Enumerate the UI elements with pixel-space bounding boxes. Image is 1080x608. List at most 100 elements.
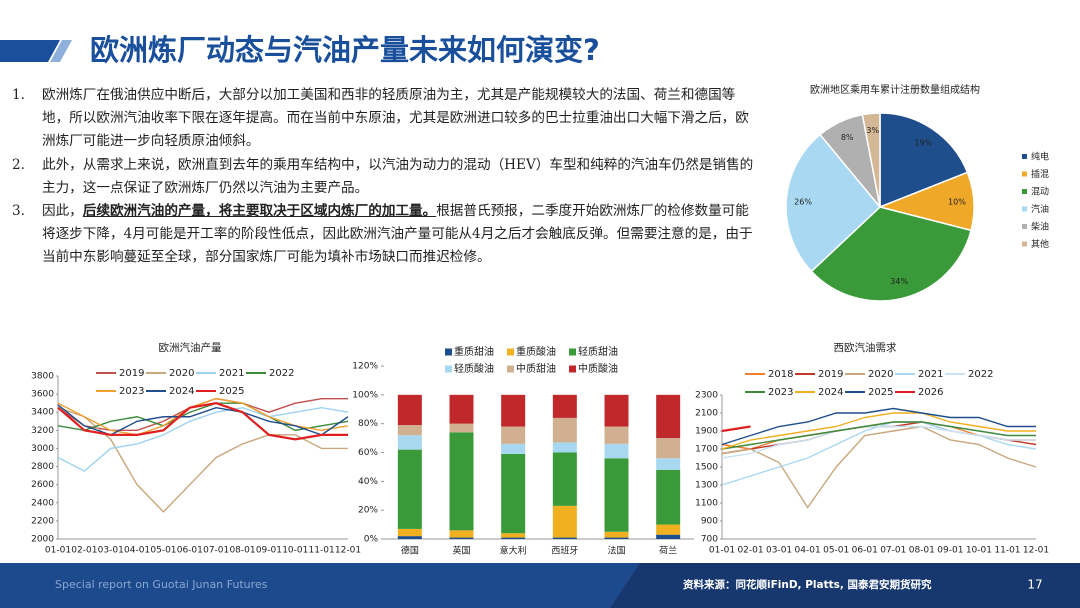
header-stripe	[0, 40, 60, 62]
x-tick-label: 01-01	[45, 546, 71, 556]
y-tick-label: 1700	[695, 445, 718, 455]
legend-swatch	[1022, 171, 1027, 177]
x-tick-label: 10-01	[966, 546, 992, 556]
bullet-item: 2. 此外，从需求上来说，欧洲直到去年的乘用车结构中，以汽油为动力的混动（HEV）…	[12, 154, 760, 200]
y-tick-label: 2100	[695, 409, 718, 419]
x-tick-label: 07-01	[203, 546, 229, 556]
y-tick-label: 120%	[352, 362, 378, 372]
x-tick-label: 03-01	[98, 546, 124, 556]
pie-slice	[810, 206, 972, 302]
y-tick-label: 2000	[31, 535, 54, 545]
text: 欧洲炼厂在俄油供应中断后，大部分以加工美国和西非的轻质原油为主，尤其是产能规模较…	[42, 87, 749, 150]
bullet-text: 欧洲炼厂在俄油供应中断后，大部分以加工美国和西非的轻质原油为主，尤其是产能规模较…	[42, 84, 760, 154]
bar-segment	[449, 530, 474, 538]
data-label: 26%	[794, 198, 812, 207]
bar-segment	[656, 394, 681, 439]
legend-label: 2022	[269, 368, 294, 379]
legend-label: 2019	[119, 368, 144, 379]
x-tick-label: 01-01	[709, 546, 735, 556]
y-tick-label: 40%	[358, 477, 378, 487]
text: 根据普氏预报，二季度开始欧洲炼厂的检修数量可能将逐步下降，4月可能是开工率的阶段…	[42, 203, 753, 266]
x-tick-label: 法国	[607, 545, 625, 557]
line-series	[721, 425, 1037, 509]
x-tick-label: 11-01	[994, 546, 1020, 556]
legend-swatch	[1022, 189, 1027, 194]
bar-segment	[397, 394, 422, 426]
legend-label: 2023	[119, 386, 144, 397]
legend-label: 汽油	[1031, 203, 1049, 215]
bar-segment	[449, 537, 474, 539]
x-tick-label: 06-01	[852, 546, 878, 556]
legend-label: 2018	[768, 369, 793, 380]
legend-label: 纯电	[1031, 151, 1049, 163]
bullet-item: 3. 因此，后续欧洲汽油的产量，将主要取决于区域内炼厂的加工量。根据普氏预报，二季…	[12, 200, 760, 270]
legend-swatch	[1022, 206, 1027, 212]
line-series	[721, 421, 1036, 450]
legend-label: 插混	[1031, 168, 1049, 180]
legend-swatch	[507, 348, 514, 356]
data-label: 10%	[948, 198, 966, 207]
x-tick-label: 西班牙	[551, 545, 578, 557]
bar-segment	[449, 394, 474, 424]
line-series	[721, 425, 751, 433]
bar-segment	[656, 458, 681, 470]
bar-segment	[604, 426, 629, 444]
x-tick-label: 荷兰	[659, 545, 677, 557]
bar-segment	[501, 453, 526, 534]
chart-title: 欧洲汽油产量	[159, 341, 222, 354]
bar-segment	[501, 394, 526, 427]
legend-label: 2021	[219, 368, 244, 379]
y-tick-label: 100%	[352, 390, 378, 400]
legend-label: 2021	[918, 369, 943, 380]
line-series	[721, 421, 1037, 486]
y-tick-label: 2200	[31, 516, 54, 526]
bar-segment	[656, 469, 681, 525]
legend-swatch	[507, 365, 514, 373]
bar-segment	[397, 425, 422, 436]
legend-swatch	[445, 348, 452, 356]
x-tick-label: 05-01	[823, 546, 849, 556]
bar-segment	[604, 458, 629, 532]
legend-label: 其他	[1031, 238, 1049, 250]
bar-segment	[552, 452, 577, 506]
x-tick-label: 08-01	[909, 546, 935, 556]
bar-segment	[656, 438, 681, 459]
bar-segment	[656, 524, 681, 535]
line-series	[57, 402, 349, 432]
y-tick-label: 1300	[695, 481, 718, 491]
y-tick-label: 1900	[695, 427, 718, 437]
legend-swatch	[1022, 224, 1027, 229]
x-tick-label: 02-01	[737, 546, 763, 556]
bar-segment	[501, 443, 526, 454]
x-tick-label: 09-01	[937, 546, 963, 556]
bar-segment	[397, 435, 422, 450]
header-stripe	[50, 40, 72, 62]
chart-title: 欧洲地区乘用车累计注册数量组成结构	[810, 83, 980, 96]
x-tick-label: 12-01	[1023, 546, 1049, 556]
x-tick-label: 08-01	[229, 546, 255, 556]
y-tick-label: 20%	[358, 506, 378, 516]
legend-swatch	[1022, 154, 1027, 159]
y-tick-label: 3800	[31, 372, 54, 382]
chart-title: 西欧汽油需求	[834, 341, 897, 354]
x-tick-label: 11-01	[309, 546, 335, 556]
data-label: 8%	[841, 133, 854, 142]
legend-label: 重质酸油	[516, 345, 556, 358]
data-label: 34%	[890, 277, 908, 286]
y-tick-label: 3400	[31, 408, 54, 418]
bar-segment	[604, 537, 629, 539]
bullet-number: 1.	[12, 87, 25, 103]
legend-label: 混动	[1031, 187, 1049, 198]
bullet-text: 因此，后续欧洲汽油的产量，将主要取决于区域内炼厂的加工量。根据普氏预报，二季度开…	[42, 200, 760, 270]
page-number: 17	[1027, 578, 1042, 592]
legend-label: 2024	[169, 386, 194, 397]
bar-segment	[604, 531, 629, 538]
legend-label: 2022	[968, 369, 993, 380]
bar-segment	[552, 417, 577, 443]
y-tick-label: 3000	[31, 444, 54, 454]
legend-swatch	[445, 365, 452, 373]
legend-label: 轻质甜油	[578, 345, 618, 358]
data-label: 19%	[914, 139, 932, 148]
